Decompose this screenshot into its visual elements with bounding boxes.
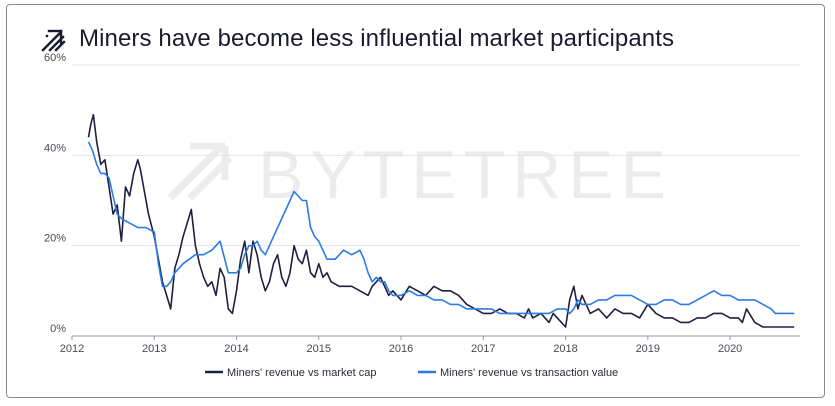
y-tick-label: 60% (44, 52, 66, 64)
legend-label: Miners' revenue vs market cap (227, 367, 376, 379)
title-row: Miners have become less influential mark… (41, 19, 674, 59)
x-tick-label: 2019 (636, 343, 660, 355)
y-tick-label: 40% (44, 142, 66, 154)
y-tick-label: 0% (50, 323, 66, 335)
watermark-text: BYTETREE (258, 137, 673, 213)
watermark-arrow-icon (167, 142, 233, 201)
x-tick-label: 2020 (718, 343, 742, 355)
chart-card: Miners have become less influential mark… (6, 4, 825, 398)
bytetree-watermark: BYTETREE (167, 137, 673, 213)
series-line-market-cap (87, 113, 795, 328)
chart-title: Miners have become less influential mark… (79, 25, 675, 52)
bytetree-arrow-icon (41, 29, 66, 52)
x-tick-label: 2013 (142, 343, 166, 355)
x-tick-label: 2012 (60, 343, 84, 355)
x-tick-label: 2014 (224, 343, 248, 355)
y-tick-label: 20% (44, 233, 66, 245)
series-line-transaction-value (87, 141, 795, 315)
x-tick-label: 2018 (553, 343, 577, 355)
x-tick-label: 2015 (307, 343, 331, 355)
x-tick-label: 2017 (471, 343, 495, 355)
x-tick-label: 2016 (389, 343, 413, 355)
legend-label: Miners' revenue vs transaction value (440, 367, 618, 379)
